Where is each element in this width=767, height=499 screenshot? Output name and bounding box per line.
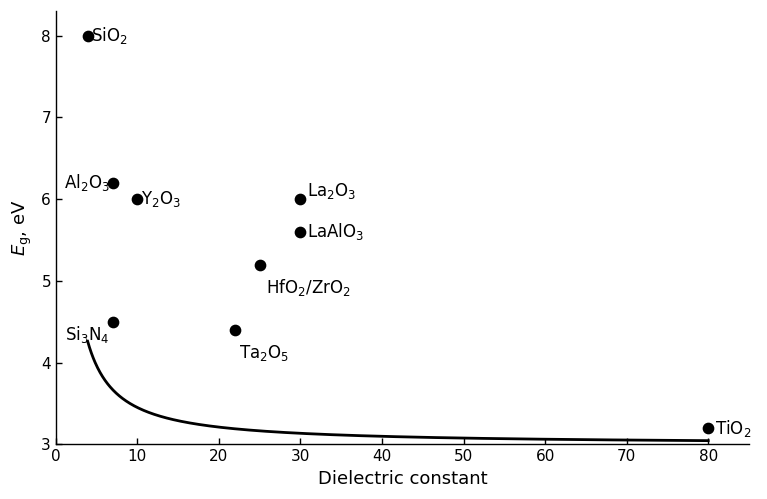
Text: SiO$_2$: SiO$_2$ [91, 25, 127, 46]
Text: Si$_3$N$_4$: Si$_3$N$_4$ [65, 323, 110, 345]
X-axis label: Dielectric constant: Dielectric constant [318, 470, 487, 488]
Point [131, 195, 143, 203]
Text: Y$_2$O$_3$: Y$_2$O$_3$ [140, 189, 181, 209]
Point [254, 260, 266, 268]
Point [81, 31, 94, 39]
Text: La$_2$O$_3$: La$_2$O$_3$ [307, 181, 357, 201]
Point [702, 424, 714, 432]
Point [295, 195, 307, 203]
Text: Ta$_2$O$_5$: Ta$_2$O$_5$ [239, 343, 288, 363]
Text: HfO$_2$/ZrO$_2$: HfO$_2$/ZrO$_2$ [266, 277, 351, 298]
Y-axis label: $E_{\mathrm{g}}$, eV: $E_{\mathrm{g}}$, eV [11, 200, 35, 256]
Text: Al$_2$O$_3$: Al$_2$O$_3$ [64, 172, 110, 193]
Point [107, 318, 119, 326]
Point [229, 326, 242, 334]
Text: TiO$_2$: TiO$_2$ [715, 418, 751, 439]
Text: LaAlO$_3$: LaAlO$_3$ [307, 222, 364, 243]
Point [107, 179, 119, 187]
Point [295, 228, 307, 236]
